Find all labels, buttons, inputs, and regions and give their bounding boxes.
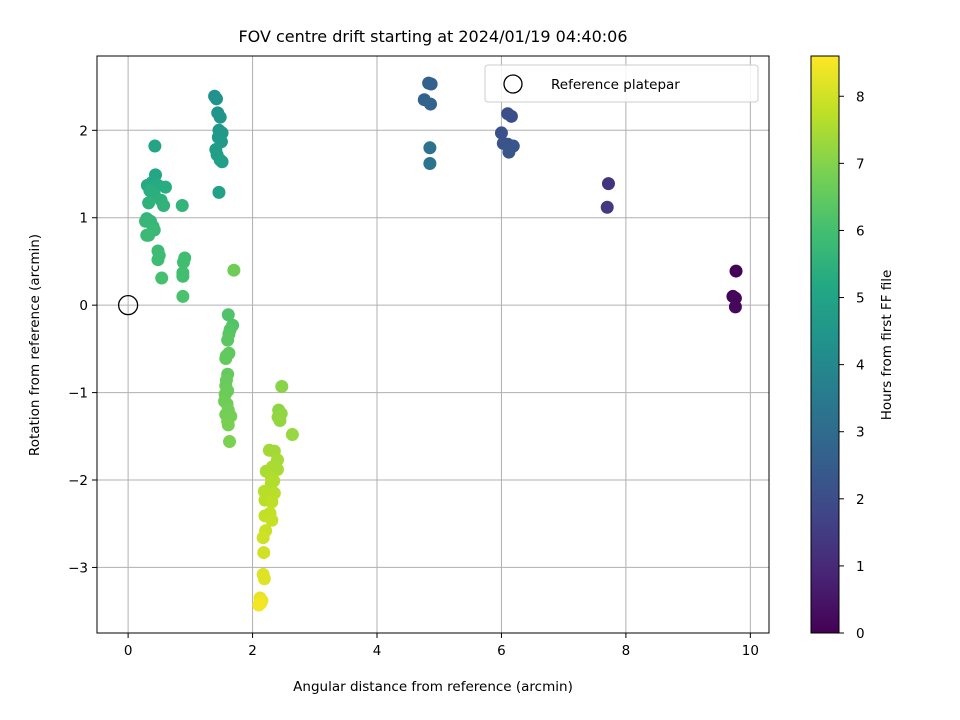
scatter-point (424, 97, 438, 111)
colorbar-ticks: 0 1 2 3 4 5 6 7 8 (839, 89, 865, 642)
x-axis-ticks: 0 2 4 6 8 10 (124, 633, 759, 659)
x-axis-label: Angular distance from reference (arcmin) (293, 679, 573, 695)
y-axis-ticks: −3 −2 −1 0 1 2 (68, 123, 97, 576)
scatter-point (252, 598, 266, 612)
scatter-point (728, 300, 742, 314)
plot-frame (96, 55, 770, 634)
scatter-point (424, 77, 438, 91)
reference-platepar-marker (117, 295, 139, 316)
legend-box (484, 64, 759, 103)
y-axis-label: Rotation from reference (arcmin) (27, 234, 43, 456)
colorbar-tick-label: 8 (856, 89, 865, 105)
x-tick-label: 2 (248, 643, 257, 659)
colorbar-gradient (810, 55, 840, 634)
scatter-point (601, 177, 615, 191)
scatter-point (176, 269, 190, 283)
scatter-point (209, 92, 223, 106)
scatter-point (151, 253, 165, 267)
y-tick-label: −2 (68, 473, 88, 489)
scatter-point (729, 264, 743, 278)
scatter-point (142, 196, 156, 210)
y-tick-label: −1 (68, 386, 88, 402)
scatter-point (158, 180, 172, 194)
x-tick-label: 6 (497, 643, 506, 659)
y-tick-label: 1 (79, 211, 88, 227)
scatter-point (215, 155, 229, 169)
scatter-point (275, 379, 289, 393)
y-tick-label: −3 (68, 560, 88, 576)
y-tick-label: 0 (79, 298, 88, 314)
scatter-point (212, 185, 226, 199)
scatter-point (219, 351, 233, 365)
scatter-point (257, 546, 271, 560)
colorbar-label: Hours from first FF file (879, 270, 895, 421)
scatter-point (221, 418, 235, 432)
x-tick-label: 8 (622, 643, 631, 659)
scatter-point (140, 228, 154, 242)
colorbar-tick-label: 1 (856, 559, 865, 575)
scatter-point (175, 198, 189, 212)
colorbar-tick-label: 6 (856, 223, 865, 239)
scatter-point (257, 572, 271, 586)
reference-marker-layer (117, 295, 139, 316)
scatter-point (600, 200, 614, 214)
scatter-point (265, 513, 279, 527)
scatter-point (227, 263, 241, 277)
scatter-point (502, 145, 516, 159)
scatter-point (176, 255, 190, 269)
grid-lines (97, 56, 769, 633)
x-tick-label: 0 (124, 643, 133, 659)
colorbar-tick-label: 0 (856, 626, 865, 642)
colorbar-tick-label: 2 (856, 492, 865, 508)
colorbar-tick-label: 7 (856, 156, 865, 172)
colorbar-tick-label: 3 (856, 425, 865, 441)
scatter-point (494, 126, 508, 140)
legend-label-reference: Reference platepar (551, 77, 680, 93)
scatter-point (423, 157, 437, 171)
scatter-point (265, 495, 279, 509)
x-tick-label: 4 (373, 643, 382, 659)
colorbar-tick-label: 4 (856, 358, 865, 374)
scatter-point (504, 109, 518, 123)
legend: Reference platepar (484, 64, 759, 103)
scatter-point (223, 435, 237, 449)
scatter-point (148, 139, 162, 153)
colorbar: 0 1 2 3 4 5 6 7 8 Hours from first FF file (810, 55, 895, 642)
scatter-point (176, 289, 190, 303)
data-points (139, 76, 743, 612)
scatter-point (423, 141, 437, 155)
x-tick-label: 10 (742, 643, 759, 659)
scatter-point (155, 271, 169, 285)
chart-title: FOV centre drift starting at 2024/01/19 … (238, 27, 627, 46)
scatter-point (221, 308, 235, 322)
scatter-point (221, 333, 235, 347)
colorbar-tick-label: 5 (856, 291, 865, 307)
y-tick-label: 2 (79, 123, 88, 139)
scatter-point (256, 531, 270, 545)
legend-marker-reference (503, 74, 523, 94)
scatter-point (273, 414, 287, 428)
scatter-point (213, 110, 227, 124)
scatter-point (285, 428, 299, 442)
scatter-point (157, 198, 171, 212)
